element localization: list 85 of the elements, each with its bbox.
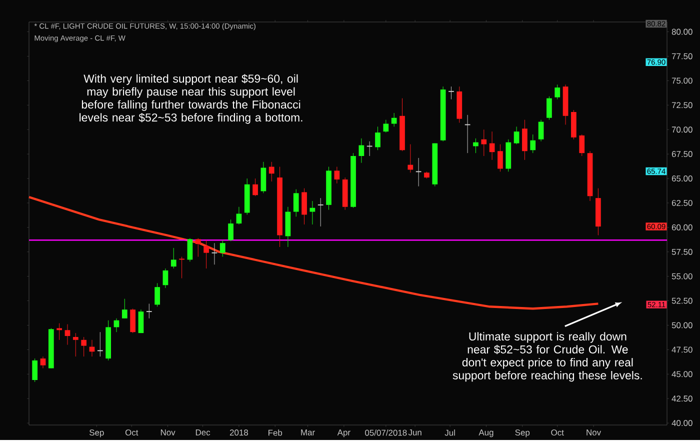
candlestick [211, 243, 218, 266]
candlestick [415, 158, 422, 187]
candlestick [383, 120, 389, 134]
y-tick-label: 40.00 [672, 420, 692, 426]
candlestick [554, 84, 560, 100]
candlestick [391, 112, 397, 128]
x-tick-label: Dec [196, 430, 210, 436]
x-tick-label: Feb [268, 430, 282, 436]
candlestick [546, 96, 552, 120]
y-tick-label: 67.50 [672, 151, 692, 158]
y-tick-label: 72.50 [672, 102, 692, 108]
candlestick [162, 268, 168, 289]
candlestick [579, 134, 585, 156]
candlestick [302, 188, 307, 225]
candlestick [334, 166, 340, 184]
y-tick-label: 47.50 [672, 346, 692, 353]
candlestick [187, 238, 193, 262]
candlestick [489, 132, 495, 160]
x-tick-label: Mar [301, 430, 315, 436]
candlestick [252, 178, 258, 197]
y-tick-label: 60.00 [672, 224, 692, 231]
candlestick [310, 200, 316, 225]
x-tick-label: Nov [586, 430, 602, 436]
y-tick-label: 62.50 [672, 200, 692, 206]
x-tick-label: Aug [478, 430, 494, 438]
candlestick [122, 298, 128, 319]
candlestick [293, 189, 299, 218]
y-tick-label: 52.50 [672, 298, 692, 304]
x-tick-label: Jun [408, 430, 422, 436]
candlestick [464, 114, 471, 154]
x-tick-label: Sep [90, 430, 104, 438]
y-tick-label: 42.50 [672, 396, 692, 402]
x-tick-label: Nov [160, 430, 176, 436]
candlestick [538, 120, 544, 142]
candlestick [448, 86, 454, 100]
candlestick [358, 138, 364, 164]
candlestick [260, 162, 266, 194]
candlestick [204, 240, 209, 269]
candlestick [81, 336, 87, 358]
candlestick [236, 206, 242, 225]
line-series [28, 196, 600, 310]
candlestick [138, 310, 144, 334]
y-tick-label: 80.00 [672, 29, 692, 35]
annotation: With very limited support near $59~60, oil may briefly pause near this support level before falling further towards the Fibonacci levels near $52~53 before finding a bottom. [80, 74, 302, 124]
x-tick-label: Jul [444, 430, 455, 436]
candlestick [40, 356, 46, 369]
candlestick [56, 323, 62, 340]
candlestick [481, 130, 487, 156]
y-tick-label: 45.00 [672, 371, 692, 378]
candlestick [268, 162, 274, 182]
candlestick [72, 333, 78, 358]
x-tick-label: Apr [337, 430, 350, 438]
candlestick [179, 256, 184, 279]
y-tick-label: 50.00 [672, 322, 692, 328]
candlestick [32, 358, 38, 382]
candlestick [228, 220, 234, 242]
x-tick-label: Oct [125, 430, 138, 436]
candlestick [220, 240, 226, 258]
candlestick [195, 238, 201, 258]
candlestick [64, 324, 70, 346]
candlestick [146, 304, 152, 319]
y-tick-label: 65.00 [672, 176, 692, 182]
candlestick [170, 248, 176, 269]
y-tick-label: 70.00 [672, 126, 692, 133]
y-tick-label: 75.00 [672, 78, 692, 84]
candlestick [522, 120, 528, 160]
candlestick [317, 198, 324, 227]
candlestick [96, 332, 104, 358]
candlestick [498, 144, 503, 172]
candlestick [366, 141, 373, 156]
candlestick [408, 144, 414, 174]
candlestick [375, 126, 380, 151]
x-tick-label: Oct [551, 430, 564, 436]
candlestick [130, 308, 136, 334]
candlestick [530, 134, 536, 154]
y-tick-label: 57.50 [672, 249, 692, 256]
y-tick-label: 77.50 [672, 53, 692, 60]
candlestick [514, 126, 520, 145]
candlestick [154, 283, 160, 308]
x-tick-label: 2018 [230, 430, 248, 436]
annotation: Ultimate support is really down near $52~53 for Crude Oil. We don't expect price to find any real support before reaching these levels. [452, 332, 642, 382]
y-tick-label: 55.00 [672, 274, 692, 280]
candlestick [473, 138, 478, 154]
x-tick-label: Sep [515, 430, 530, 438]
x-tick-label: 05/07/2018 [365, 430, 407, 436]
